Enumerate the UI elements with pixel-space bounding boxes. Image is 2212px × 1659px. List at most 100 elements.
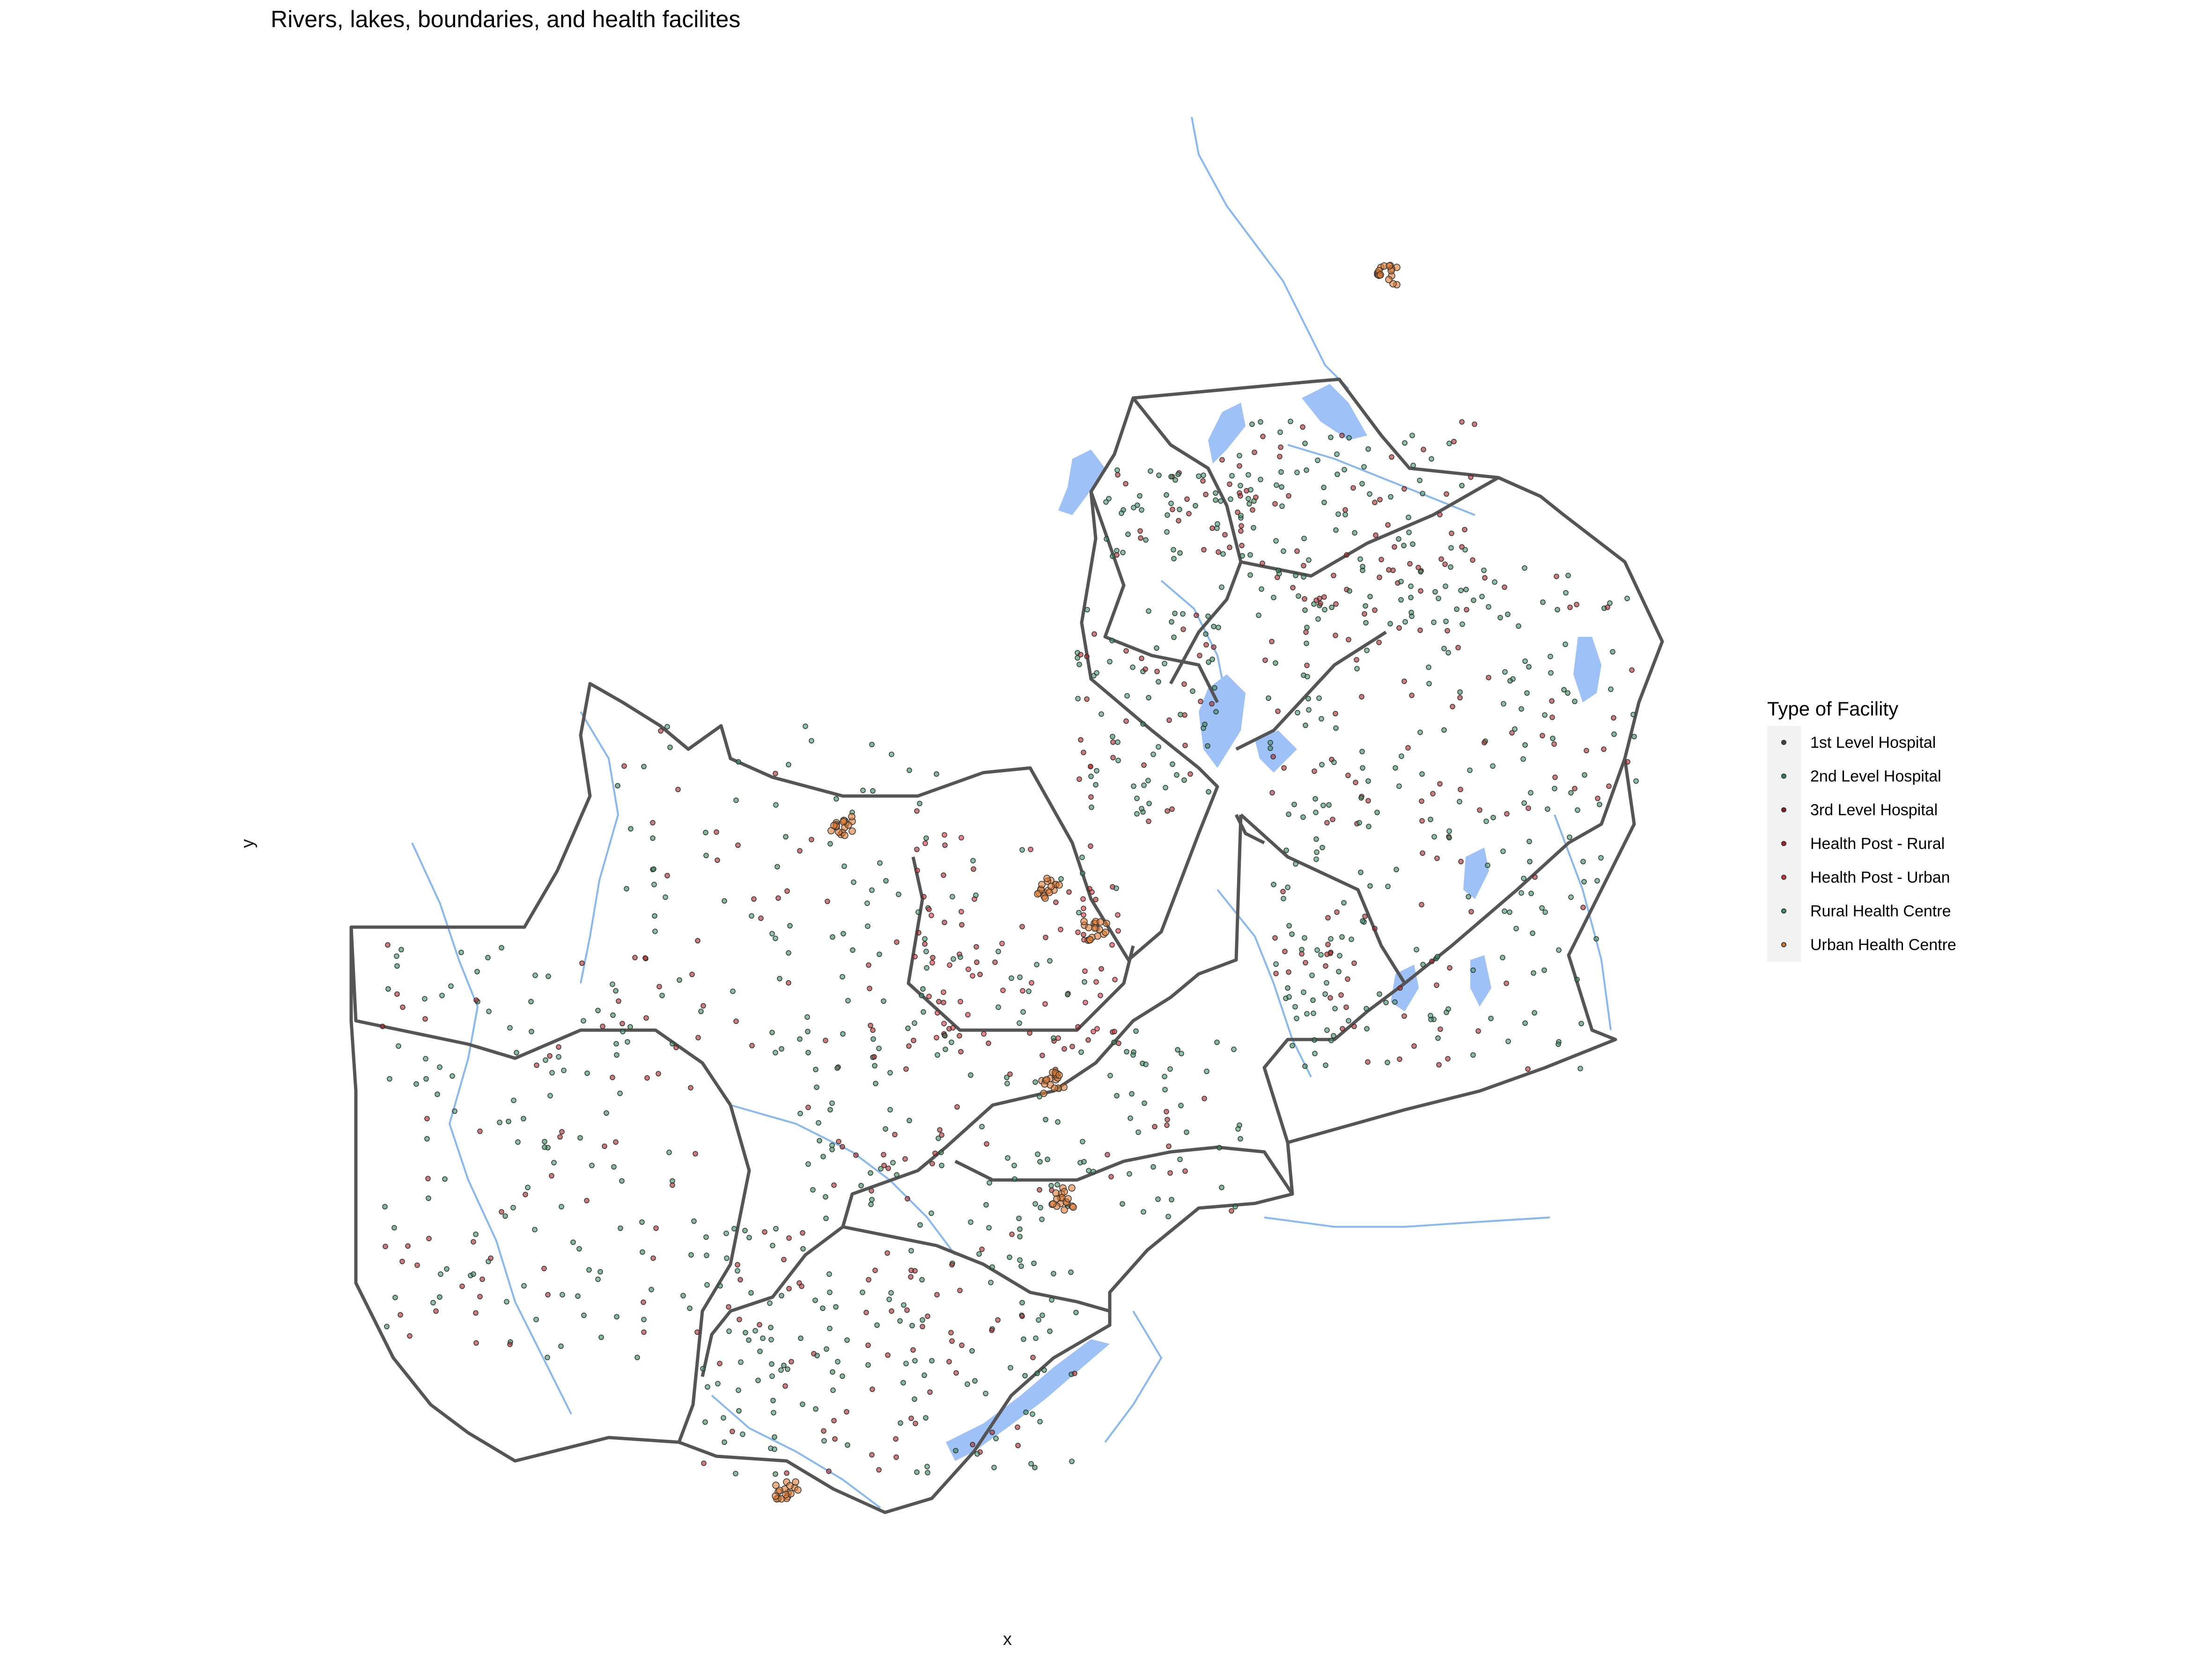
facility-point <box>1133 1028 1139 1034</box>
facility-point <box>1417 478 1423 483</box>
facility-point <box>1283 848 1289 853</box>
legend-dot-icon <box>1781 774 1786 779</box>
facility-point <box>717 1283 723 1289</box>
facility-point <box>831 1418 837 1423</box>
facility-point <box>949 1262 955 1268</box>
facility-point <box>959 922 965 928</box>
facility-point <box>1470 967 1476 973</box>
facility-point <box>433 1308 439 1314</box>
facility-point <box>1203 492 1209 497</box>
facility-point <box>1072 1371 1077 1376</box>
facility-point <box>556 1044 561 1050</box>
facility-point <box>1273 961 1279 967</box>
facility-point <box>771 1410 776 1416</box>
facility-point <box>1396 625 1402 631</box>
facility-point <box>387 1076 392 1082</box>
facility-point <box>1398 579 1404 584</box>
facility-point <box>602 1143 607 1149</box>
facility-point <box>1376 640 1382 645</box>
facility-point <box>1152 1124 1158 1129</box>
facility-point <box>925 1313 930 1319</box>
facility-point <box>1286 493 1291 499</box>
facility-point <box>1134 796 1140 801</box>
facility-point <box>1012 1176 1018 1182</box>
facility-point <box>1386 567 1392 573</box>
facility-point <box>976 1251 982 1257</box>
facility-point <box>1360 765 1365 771</box>
facility-point <box>577 1135 583 1141</box>
facility-point <box>1286 969 1291 975</box>
facility-point <box>1239 543 1245 548</box>
facility-point <box>1021 1336 1026 1342</box>
facility-point-urban <box>1386 262 1393 270</box>
facility-point <box>922 841 928 846</box>
facility-point <box>943 1047 948 1052</box>
facility-point <box>613 1139 619 1145</box>
facility-point <box>1608 686 1614 692</box>
facility-point-urban <box>840 818 847 826</box>
facility-point <box>1219 457 1225 463</box>
boundary-eastern-2 <box>1403 758 1627 985</box>
facility-point <box>912 1396 917 1402</box>
facility-point <box>775 895 781 901</box>
facility-point <box>947 962 952 968</box>
facility-point <box>826 1468 832 1474</box>
facility-point <box>448 983 454 989</box>
facility-point <box>1431 619 1437 625</box>
facility-point <box>1164 1109 1169 1114</box>
facility-point <box>988 1280 994 1285</box>
facility-point <box>721 1415 726 1421</box>
facility-point <box>604 1110 609 1116</box>
facility-point <box>829 1147 835 1152</box>
facility-point <box>737 1317 742 1322</box>
facility-point <box>1174 772 1180 778</box>
facility-point <box>1017 974 1023 980</box>
facility-point <box>1296 593 1301 599</box>
facility-point <box>1143 666 1148 672</box>
facility-point <box>1468 474 1474 480</box>
facility-point <box>798 1335 804 1341</box>
facility-point <box>614 1314 619 1320</box>
facility-point <box>391 1225 397 1231</box>
facility-point <box>827 841 833 847</box>
facility-point <box>1110 734 1115 739</box>
facility-point <box>1262 657 1268 663</box>
facility-point <box>1293 573 1298 578</box>
facility-point <box>1485 863 1490 868</box>
facility-point <box>1088 843 1093 849</box>
facility-point <box>979 1124 985 1129</box>
facility-point <box>773 936 778 941</box>
facility-point <box>1238 528 1244 534</box>
facility-point <box>805 1050 811 1055</box>
facility-point <box>1130 664 1135 670</box>
facility-point <box>1294 1016 1299 1021</box>
facility-point <box>1441 646 1447 651</box>
facility-point <box>1066 889 1072 895</box>
facility-point <box>1082 979 1087 985</box>
facility-point <box>929 913 934 918</box>
facility-point <box>786 980 791 986</box>
river-northeast <box>1287 444 1475 516</box>
facility-point <box>983 1202 989 1208</box>
facility-point <box>881 1152 886 1158</box>
facility-point <box>1365 778 1371 784</box>
facility-point-urban <box>1061 1206 1068 1214</box>
facility-point <box>1497 615 1503 620</box>
facility-point <box>1482 740 1487 745</box>
facility-point <box>477 1294 483 1299</box>
facility-point <box>821 1438 827 1444</box>
facility-point <box>1437 781 1443 787</box>
facility-point <box>1584 748 1589 753</box>
facility-point-urban <box>1052 1189 1060 1197</box>
facility-point <box>1414 947 1419 952</box>
facility-point-urban <box>776 1487 783 1494</box>
facility-point <box>1110 739 1116 745</box>
facility-point <box>1401 543 1407 548</box>
facility-point <box>1217 1145 1222 1150</box>
facility-point <box>1420 962 1426 967</box>
facility-point <box>542 1144 547 1150</box>
facility-point <box>579 960 585 966</box>
facility-point <box>1038 1205 1043 1210</box>
facility-point <box>737 1277 743 1283</box>
facility-point <box>865 923 870 929</box>
